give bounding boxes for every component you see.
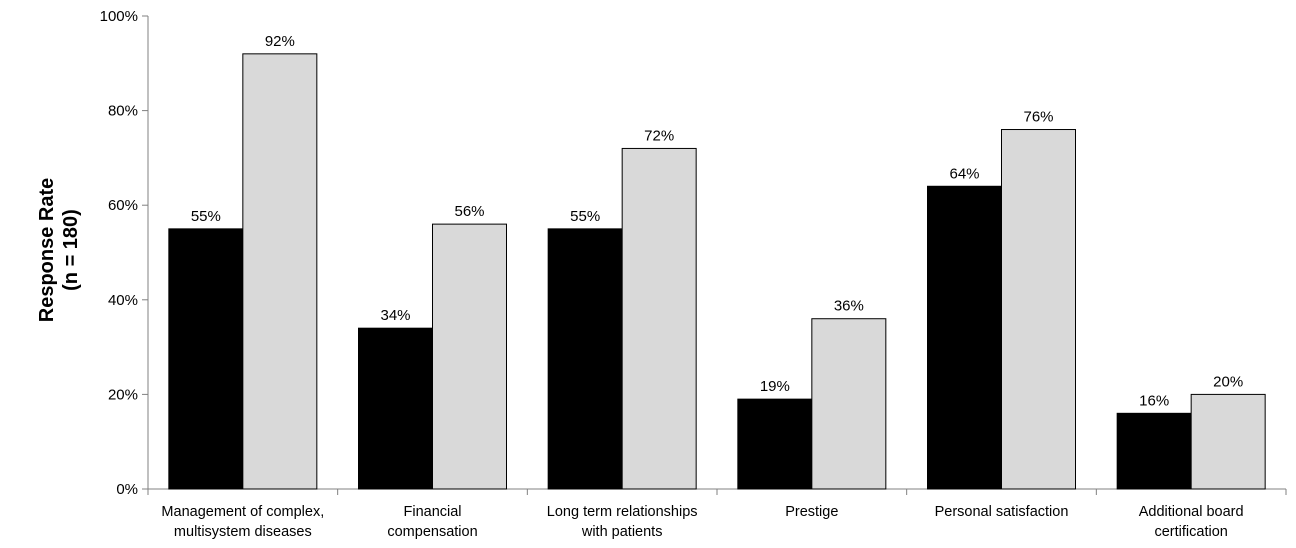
y-axis-label-line: Response Rate: [36, 178, 58, 323]
bar-value-label: 64%: [949, 165, 979, 182]
x-tick-label: Management of complex, multisystem diseas…: [161, 504, 324, 540]
bar-value-label: 55%: [570, 208, 600, 225]
y-tick-label: 0%: [116, 481, 138, 498]
bar-value-label: 55%: [191, 208, 221, 225]
x-tick-label-line: Management of complex,: [161, 504, 324, 520]
bar-value-label: 56%: [454, 203, 484, 220]
y-tick-label: 80%: [108, 103, 138, 120]
bar: [927, 185, 1002, 490]
x-tick-label-line: Additional board: [1139, 504, 1244, 520]
x-tick-label-line: Prestige: [785, 504, 838, 520]
bar: [168, 228, 244, 490]
bar-value-label: 20%: [1213, 373, 1243, 390]
bar-value-label: 76%: [1023, 109, 1053, 126]
x-tick-label: Long term relationships with patients: [547, 504, 698, 540]
bar-value-label: 36%: [834, 298, 864, 315]
x-tick-label-line: with patients: [581, 524, 663, 540]
y-tick-label: 20%: [108, 386, 138, 403]
bar: [1190, 393, 1266, 490]
x-axis: Management of complex, multisystem diseas…: [147, 488, 1287, 540]
bar: [1001, 129, 1076, 490]
x-tick-label-line: Long term relationships: [547, 504, 698, 520]
data-labels: 55% 92% 34% 56% 55% 72% 19% 36% 64% 76% 16% 20%: [191, 33, 1243, 409]
x-tick-label: Prestige: [785, 504, 838, 520]
x-tick-label: Personal satisfaction: [935, 504, 1069, 520]
bar: [621, 147, 697, 490]
y-tick-label: 40%: [108, 292, 138, 309]
bar-value-label: 16%: [1139, 392, 1169, 409]
x-tick-label: Additional board certification: [1139, 504, 1244, 540]
y-axis-label-line: (n = 180): [60, 209, 82, 291]
bar: [737, 398, 813, 490]
bar: [1116, 412, 1192, 490]
bar: [811, 318, 887, 490]
bar-value-label: 72%: [644, 127, 674, 144]
x-tick-label-line: multisystem diseases: [174, 524, 312, 540]
y-axis: 0% 20% 40% 60% 80% 100%: [100, 8, 149, 498]
x-tick-label-line: certification: [1154, 524, 1227, 540]
x-tick-label-line: Personal satisfaction: [935, 504, 1069, 520]
bar-value-label: 19%: [760, 378, 790, 395]
y-axis-title: Response Rate (n = 180): [36, 178, 82, 323]
x-tick-label: Financial compensation: [387, 504, 477, 540]
y-tick-label: 100%: [100, 8, 138, 25]
x-tick-label-line: compensation: [387, 524, 477, 540]
bars: [168, 53, 1266, 490]
bar: [358, 327, 433, 490]
bar: [547, 228, 623, 490]
x-tick-label-line: Financial: [403, 504, 461, 520]
y-axis-label: Response Rate (n = 180): [36, 178, 82, 323]
bar-value-label: 34%: [380, 307, 410, 324]
bar: [242, 53, 318, 490]
y-tick-label: 60%: [108, 197, 138, 214]
bar-value-label: 92%: [265, 33, 295, 50]
bar: [432, 223, 507, 490]
